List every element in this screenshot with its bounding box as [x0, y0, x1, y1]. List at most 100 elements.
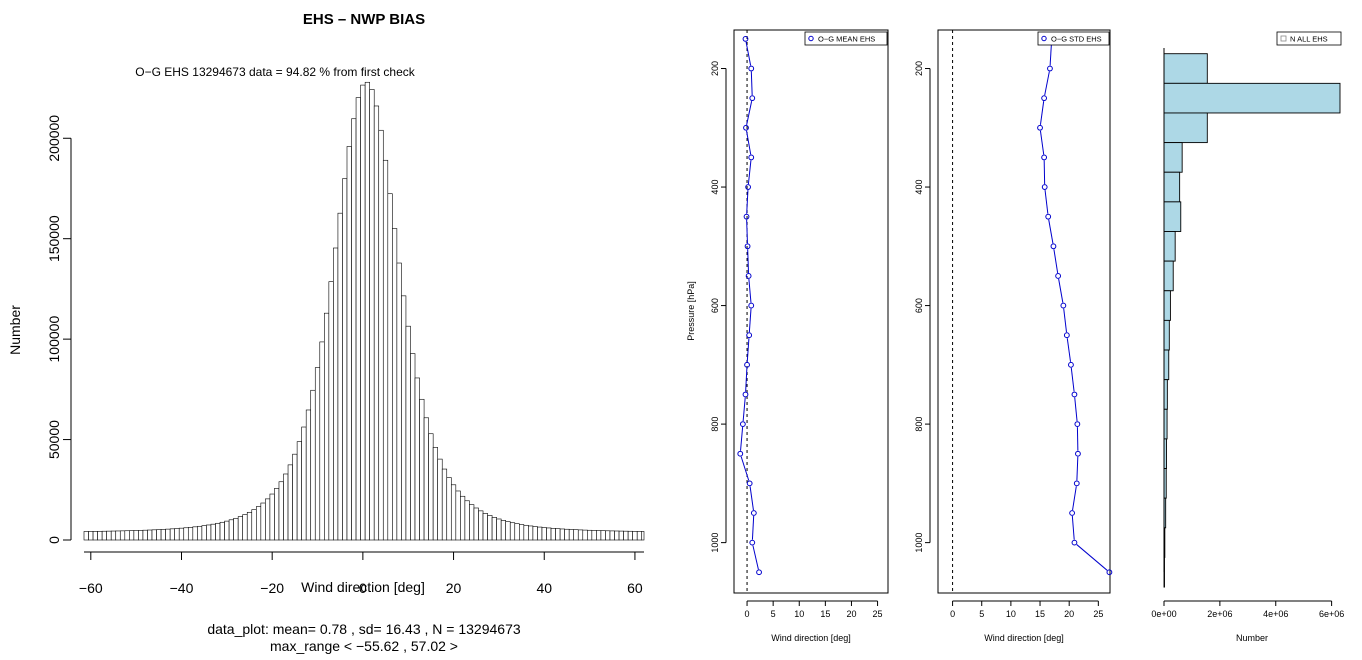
series-point [748, 302, 755, 309]
series-point [742, 35, 749, 42]
histogram-bar [228, 519, 234, 541]
histogram-bar [246, 511, 253, 541]
series-segment [747, 160, 752, 185]
series-segment [751, 515, 755, 540]
histogram-y-tick-label: 0 [46, 536, 62, 544]
histogram-bar [151, 529, 157, 541]
series-segment [1072, 486, 1077, 511]
histogram-bar [623, 530, 629, 541]
histogram-bar [587, 529, 593, 541]
series-segment [1066, 338, 1072, 362]
histogram-x-tick-label: 0 [359, 580, 367, 596]
count-legend-box [1276, 31, 1342, 46]
histogram-bar [605, 530, 611, 541]
count-bar [1163, 260, 1174, 292]
histogram-x-tick-label: −60 [79, 580, 103, 596]
series-point [1063, 332, 1070, 339]
histogram-bar [428, 433, 434, 541]
series-point [1068, 361, 1074, 368]
histogram-bar [219, 521, 225, 541]
histogram-bar [187, 527, 194, 541]
series-segment [746, 130, 752, 155]
count-bar [1163, 53, 1208, 84]
y-tick-label: 800 [914, 417, 924, 432]
series-point [1071, 539, 1078, 546]
series-segment [1049, 41, 1053, 66]
histogram-bar [256, 506, 262, 541]
histogram-title: EHS – NWP BIAS [303, 11, 425, 28]
histogram-bar [278, 481, 284, 541]
histogram-bar [487, 515, 493, 541]
count-bar [1163, 171, 1181, 203]
histogram-footer-stats: data_plot: mean= 0.78 , sd= 16.43 , N = … [207, 621, 521, 637]
histogram-bar [441, 468, 448, 541]
std-axes: 0 5 10 15 20 25 200 400 600 800 1000 [914, 61, 1103, 619]
histogram-bar [138, 530, 144, 541]
histogram-x-tick-label: 60 [627, 580, 643, 596]
histogram-bar [215, 522, 221, 541]
y-tick-label: 800 [710, 417, 720, 432]
count-bar [1163, 82, 1341, 114]
histogram-bar [410, 353, 416, 541]
count-bar [1163, 349, 1170, 381]
histogram-bar [636, 531, 643, 541]
std-legend-label: O−G STD EHS [1051, 35, 1102, 44]
series-point [749, 539, 756, 546]
series-point [746, 480, 753, 487]
histogram-bar [537, 526, 543, 541]
y-tick-label: 1000 [914, 533, 924, 553]
series-segment [1039, 130, 1045, 155]
histogram-bar [491, 517, 497, 541]
histogram-bar [600, 530, 606, 541]
histogram-bar [496, 518, 502, 541]
count-bar [1163, 201, 1182, 232]
histogram-x-tick-label: 40 [536, 580, 552, 596]
histogram-bar [369, 89, 375, 541]
histogram-bar [582, 529, 588, 541]
count-x-tick-label: 0e+00 [1151, 609, 1176, 619]
series-segment [746, 100, 753, 125]
histogram-xlabel: Wind direction [deg] [301, 579, 425, 595]
series-point [744, 361, 750, 368]
series-point [737, 450, 744, 457]
histogram-bar [627, 530, 633, 541]
histogram-bar [296, 441, 302, 541]
x-tick-label: 25 [1093, 609, 1103, 619]
histogram-bar [156, 529, 162, 541]
count-xlabel: Number [1236, 633, 1268, 643]
histogram-bar [192, 526, 198, 541]
histogram-bars [83, 81, 645, 541]
histogram-bar [509, 522, 516, 541]
histogram-y-tick-label: 150000 [46, 215, 62, 262]
count-legend-label: N ALL EHS [1290, 35, 1328, 44]
histogram-y-tick-label: 100000 [46, 316, 62, 363]
histogram-bar [233, 517, 239, 541]
x-tick-label: 20 [1064, 609, 1074, 619]
histogram-bar [446, 477, 452, 541]
mean-legend: O−G MEAN EHS [804, 31, 888, 46]
series-point [745, 184, 751, 190]
series-point [1075, 450, 1081, 457]
histogram-bar [292, 453, 298, 541]
histogram-bar [550, 528, 556, 541]
histogram-bar [265, 498, 271, 541]
histogram-bar [555, 528, 561, 541]
series-segment [745, 41, 752, 66]
histogram-bar [351, 118, 357, 541]
histogram-bar [419, 398, 425, 541]
series-segment [748, 308, 752, 333]
histogram-bar [405, 325, 411, 541]
histogram-bar [274, 488, 280, 541]
series-point [1045, 213, 1052, 220]
histogram-axes: −60 −40 −20 0 20 40 60 0 50000 100000 150000 200000 [46, 115, 644, 596]
count-axes: 0e+00 2e+06 4e+06 6e+06 [1151, 600, 1344, 619]
histogram-bar [197, 525, 203, 541]
histogram-bar [355, 97, 361, 541]
mean-series [737, 30, 762, 593]
histogram-bar [541, 527, 547, 541]
histogram-bar [364, 81, 370, 541]
histogram-bar [573, 529, 579, 541]
histogram-bar [505, 521, 511, 541]
series-segment [747, 249, 750, 273]
